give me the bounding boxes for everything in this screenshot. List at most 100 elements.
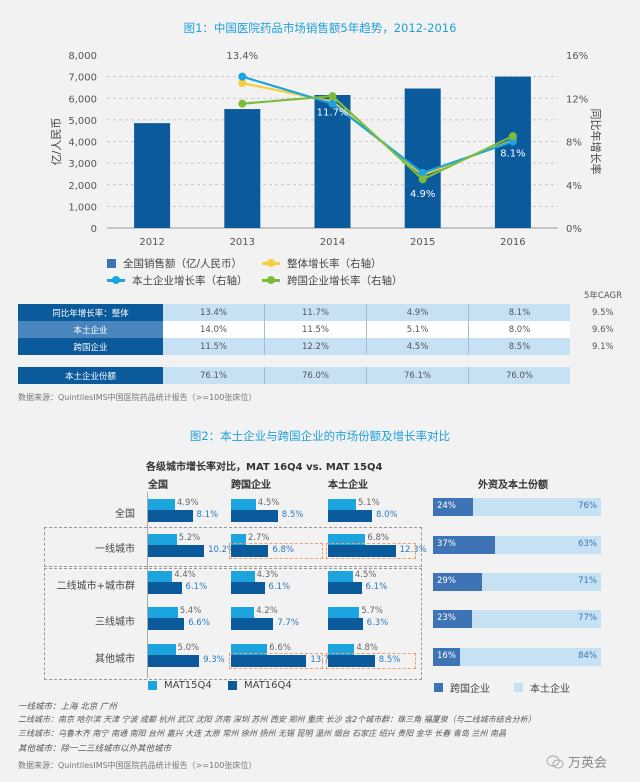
data-label: 4.9% [410, 189, 435, 200]
mnc-share-fill [433, 648, 460, 666]
share-bar: 24% 76% [433, 498, 601, 516]
legend-mat15-swatch [148, 681, 157, 690]
y-tick-label: 5,000 [68, 116, 97, 127]
mat15-value: 5.1% [358, 498, 380, 508]
y2-tick-label: 0% [566, 224, 582, 235]
mat16-bar [328, 655, 375, 667]
y-axis-label: 亿/人民币 [50, 118, 63, 166]
row-label: 本土企业 [18, 321, 163, 338]
mnc-share-fill [433, 610, 472, 628]
legend-local-share-label: 本土企业 [530, 684, 570, 695]
share-bar: 29% 71% [433, 573, 601, 591]
mat15-bar [328, 499, 357, 511]
legend-mnc-share-label: 跨国企业 [450, 684, 490, 695]
mnc-growth-point [508, 132, 517, 141]
local-share-value: 77% [578, 613, 597, 623]
legend-mat15: MAT15Q4 [148, 680, 212, 691]
fig1-chart: 0 1,000 2,000 3,000 4,000 5,000 6,000 7,000 8,00… [50, 51, 603, 248]
legend-sales-label: 全国销售额（亿/人民币） [123, 258, 243, 270]
footnote: 三线城市：乌鲁木齐 南宁 南通 南阳 台州 嘉兴 大连 太原 常州 徐州 扬州 … [18, 729, 506, 738]
mat15-value: 4.9% [176, 498, 199, 508]
mat15-value: 6.8% [367, 533, 389, 543]
cell: 5.1% [366, 321, 469, 338]
mat15-value: 4.5% [354, 570, 377, 580]
mnc-share-value: 24% [437, 501, 456, 511]
mat16-value: 8.5% [281, 510, 304, 520]
row-label: 同比年增长率：整体 [18, 304, 163, 321]
mat16-value: 6.8% [272, 545, 294, 555]
mnc-growth-point [328, 92, 337, 101]
cell: 8.0% [468, 321, 570, 338]
table-row: 同比年增长率：整体 13.4% 11.7% 4.9% 8.1% [18, 304, 570, 321]
mnc-growth-line [242, 94, 514, 181]
mat15-value: 5.0% [177, 643, 200, 653]
legend-mnc-swatch [434, 683, 443, 692]
row-label: 本土企业份额 [18, 367, 163, 384]
mat15-bar [148, 571, 173, 583]
mat16-value: 6.3% [366, 618, 389, 628]
mnc-share-fill [433, 536, 496, 554]
local-share-value: 63% [578, 539, 597, 549]
cell: 11.5% [163, 338, 265, 355]
y-tick-label: 1,000 [68, 202, 97, 213]
mat16-bar [328, 510, 372, 522]
mat16-bar [328, 618, 363, 630]
table-row: 跨国企业 11.5% 12.2% 4.5% 8.5% [18, 338, 570, 355]
legend-mat15-label: MAT15Q4 [164, 680, 212, 691]
mat16-bar [231, 655, 307, 667]
highlight-box [326, 543, 416, 559]
cell: 4.5% [366, 338, 469, 355]
sales-bar [134, 123, 171, 228]
group-header: 跨国企业 [231, 480, 271, 491]
cell: 11.5% [264, 321, 367, 338]
y2-tick-label: 12% [566, 94, 588, 105]
source-note-2: 数据来源：QuintilesIMS中国医院药品统计报告（>=100张床位） [18, 761, 257, 770]
watermark-text: 万英会 [568, 756, 608, 771]
cell: 14.0% [163, 321, 265, 338]
x-tick-label: 2012 [139, 237, 164, 248]
y2-axis-label: 同比年增长率 [589, 109, 603, 175]
axis-line [147, 492, 148, 678]
mnc-share-value: 37% [437, 539, 456, 549]
highlight-box [229, 543, 323, 559]
growth-table: 同比年增长率：整体 13.4% 11.7% 4.9% 8.1% 本土企业 14.… [18, 304, 570, 355]
cagr-value: 9.5% [592, 308, 614, 318]
cell: 76.0% [468, 367, 570, 384]
legend-overall: 整体增长率（右轴） [262, 256, 382, 271]
mat15-value: 4.3% [256, 570, 279, 580]
sales-bar [224, 109, 261, 228]
share-table: 本土企业份额 76.1% 76.0% 76.1% 76.0% [18, 367, 570, 384]
legend-bar-swatch [107, 259, 116, 268]
watermark: 万英会 [546, 752, 607, 771]
legend-mat16-swatch [228, 681, 237, 690]
table-row: 本土企业份额 76.1% 76.0% 76.1% 76.0% [18, 367, 570, 384]
mat16-bar [231, 582, 265, 594]
fig1-title: 图1：中国医院药品市场销售额5年趋势，2012-2016 [183, 21, 457, 35]
mat15-value: 4.5% [257, 498, 280, 508]
overall-growth-point [238, 79, 247, 88]
mat16-value: 10.2% [208, 545, 236, 555]
cagr-value: 9.1% [592, 342, 614, 352]
y2-tick-label: 4% [566, 181, 582, 192]
highlight-box [229, 653, 323, 669]
tier1-box [44, 527, 422, 567]
y-tick-label: 4,000 [68, 138, 97, 149]
highlight-box [326, 653, 416, 669]
data-label: 8.1% [500, 148, 525, 159]
local-growth-point [238, 72, 247, 81]
local-share-value: 84% [578, 651, 597, 661]
lower-tier-box [44, 568, 422, 680]
city-label: 其他城市 [95, 654, 135, 665]
legend-line-mnc-icon [262, 276, 280, 284]
cell: 12.2% [264, 338, 367, 355]
x-tick-label: 2014 [320, 237, 345, 248]
mat15-bar [148, 499, 175, 511]
source-note: 数据来源：QuintilesIMS中国医院药品统计报告（>=100张床位） [18, 393, 257, 402]
mnc-share-value: 29% [437, 576, 456, 586]
y-tick-label: 6,000 [68, 94, 97, 105]
cell: 11.7% [264, 304, 367, 321]
fig2-subtitle: 各级城市增长率对比，MAT 16Q4 vs. MAT 15Q4 [146, 462, 383, 473]
cell: 4.9% [366, 304, 469, 321]
mat16-value: 12.3% [399, 545, 427, 555]
local-growth-point [418, 168, 427, 177]
